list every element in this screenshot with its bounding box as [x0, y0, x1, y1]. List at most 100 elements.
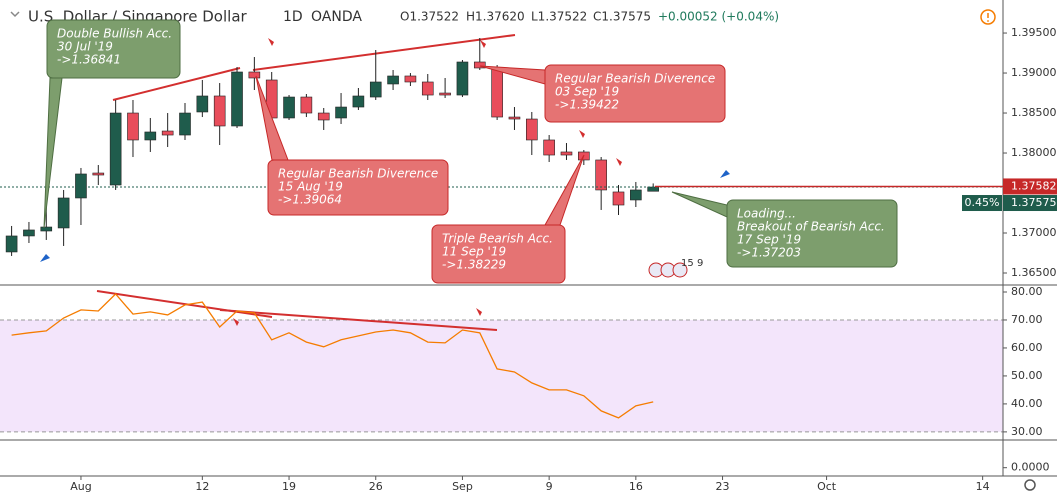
- candle-body: [144, 131, 157, 141]
- candle-body: [612, 191, 625, 206]
- y-tick-label: 0.0000: [1011, 461, 1050, 474]
- candle-body: [109, 112, 122, 186]
- candle-body: [5, 235, 18, 253]
- callout-text: 15 Aug '19: [278, 180, 343, 194]
- candle-body: [57, 197, 70, 229]
- candle-body: [23, 229, 35, 237]
- alert-icon[interactable]: [980, 9, 996, 25]
- candle-body: [40, 226, 53, 232]
- candle-body: [335, 106, 347, 119]
- y-tick-label: 50.00: [1011, 369, 1043, 382]
- y-tick-label: 1.37000: [1011, 226, 1057, 239]
- candle-body: [595, 159, 607, 191]
- y-tick-label: 30.00: [1011, 425, 1043, 438]
- signal-icon: [720, 170, 730, 178]
- candle-body: [300, 96, 313, 114]
- rsi-line: [11, 293, 654, 419]
- signal-icon: [233, 318, 239, 326]
- callout-text: 30 Jul '19: [57, 40, 113, 54]
- signal-icon: [476, 308, 482, 316]
- x-tick-label: 9: [546, 480, 553, 493]
- candle-body: [317, 112, 330, 121]
- x-tick-label: Aug: [70, 480, 91, 493]
- callout-text: 17 Sep '19: [737, 233, 801, 247]
- callout-box: [267, 159, 449, 216]
- x-tick-label: 23: [716, 480, 730, 493]
- trend-line: [219, 309, 498, 331]
- event-count: 9: [697, 258, 703, 269]
- signal-icon: [579, 130, 585, 138]
- rsi-band: [0, 319, 1003, 432]
- candle-body: [179, 112, 191, 136]
- candle-body: [421, 81, 434, 96]
- ohlc-value: C1.37575: [593, 10, 651, 24]
- exchange: OANDA: [311, 9, 362, 25]
- interval: 1D: [283, 9, 303, 25]
- candle-body: [352, 95, 365, 108]
- candle-body: [439, 92, 451, 96]
- callout-text: 11 Sep '19: [442, 245, 506, 259]
- x-tick-label: 12: [195, 480, 209, 493]
- callout-text: 03 Sep '19: [555, 85, 619, 99]
- callout-text: ->1.39064: [278, 193, 342, 207]
- candle-body: [525, 118, 538, 141]
- candle-body: [161, 130, 174, 136]
- y-tick-label: 1.38500: [1011, 106, 1057, 119]
- price-line-label: 1.37582: [1011, 179, 1057, 192]
- change-box: [962, 195, 1002, 212]
- change-percent: 0.45%: [965, 196, 1000, 209]
- callout-box: [431, 224, 566, 284]
- settings-icon[interactable]: [1024, 479, 1036, 491]
- candle-body: [508, 116, 521, 120]
- signal-icon: [268, 38, 274, 46]
- y-tick-label: 80.00: [1011, 285, 1043, 298]
- candle-body: [630, 189, 642, 201]
- price-line-box: [1003, 178, 1057, 195]
- candle-body: [369, 81, 382, 98]
- event-count: 15: [681, 258, 694, 269]
- trend-line: [252, 34, 516, 71]
- callout-text: ->1.39422: [555, 98, 619, 112]
- candle-body: [75, 173, 87, 199]
- y-tick-label: 40.00: [1011, 397, 1043, 410]
- x-tick-label: Oct: [817, 480, 837, 493]
- candle-body: [560, 151, 573, 156]
- x-tick-label: 26: [369, 480, 383, 493]
- candle-body: [231, 71, 243, 127]
- alert-icon: [987, 20, 989, 22]
- panes: [0, 319, 1003, 433]
- ohlc-value: O1.37522: [400, 10, 459, 24]
- signal-icon: [480, 40, 486, 48]
- callout-text: Triple Bearish Acc.: [442, 232, 553, 246]
- candle-body: [543, 139, 555, 156]
- y-tick-label: 1.39500: [1011, 26, 1057, 39]
- x-tick-label: Sep: [452, 480, 473, 493]
- last-price-label: 1.37575: [1011, 196, 1057, 209]
- candle-body: [491, 67, 503, 118]
- callout-box: [46, 19, 181, 79]
- callout-text: ->1.37203: [737, 246, 801, 260]
- event-flag: [672, 262, 688, 278]
- candle-body: [404, 75, 417, 83]
- collapse-icon[interactable]: [10, 11, 20, 18]
- ohlc-value: H1.37620: [466, 10, 525, 24]
- callout-text: Loading...: [737, 207, 796, 221]
- candle-body: [92, 172, 105, 176]
- callout-text: ->1.36841: [57, 53, 121, 67]
- callout-text: Regular Bearish Diverence: [278, 167, 438, 181]
- callout-box: [544, 64, 726, 123]
- y-tick-label: 70.00: [1011, 313, 1043, 326]
- signal-icon: [616, 158, 622, 166]
- candle-body: [248, 71, 261, 79]
- trend-line: [112, 67, 241, 101]
- callout-text: Double Bullish Acc.: [57, 27, 172, 41]
- x-tick-label: 16: [629, 480, 643, 493]
- candle-body: [456, 61, 469, 96]
- callout-text: Breakout of Bearish Acc.: [737, 220, 885, 234]
- callout-text: ->1.38229: [442, 258, 506, 272]
- callout-box: [726, 199, 898, 268]
- candle-body: [283, 96, 295, 119]
- candle-body: [647, 186, 659, 192]
- candle-body: [213, 95, 226, 127]
